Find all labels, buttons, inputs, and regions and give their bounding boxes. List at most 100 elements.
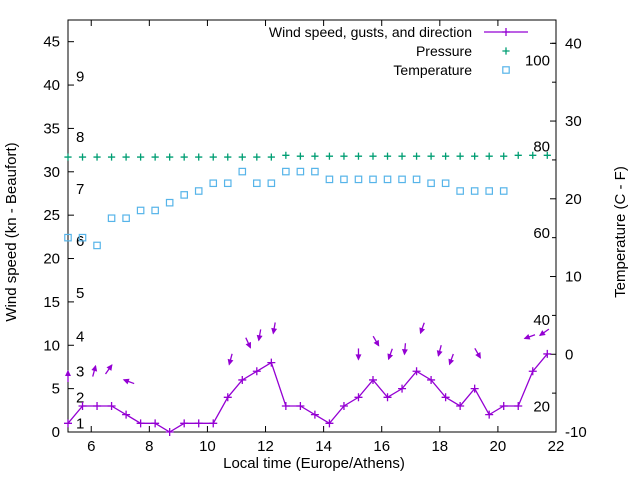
y-axis-label: Wind speed (kn - Beaufort) [3,142,20,321]
temperature-marker [485,187,493,195]
pressure-marker [267,153,275,161]
y2-tick-label: 40 [565,35,582,52]
temperature-marker [165,198,174,207]
fahrenheit-label: 40 [533,312,550,329]
wind-speed-marker [64,419,72,428]
beaufort-label: 9 [76,68,84,85]
temperature-marker [136,206,145,215]
pressure-marker [253,153,261,161]
wind-speed-marker [325,419,334,428]
pressure-marker [340,152,348,160]
x-axis-ticks: 6 8 10 12 14 16 18 20 22 [87,20,564,455]
wind-speed-marker [151,419,160,428]
temperature-marker [282,167,290,176]
wind-direction-arrow [271,322,278,335]
arrow-head [401,348,408,356]
wind-direction-arrow [65,369,71,382]
wind-speed-marker [136,419,145,428]
wind-direction-arrow [355,348,362,361]
y-tick-label: 5 [52,381,60,398]
temperature-marker [209,179,218,188]
wind-speed-marker [281,401,290,410]
temperature-marker [456,187,464,195]
pressure-marker [93,153,101,161]
arrow-head [227,358,234,366]
pressure-marker [180,153,188,161]
y-tick-label: 0 [52,424,60,441]
pressure-marker [151,153,159,161]
y-tick-label: 10 [43,337,60,354]
arrow-head [523,333,531,340]
pressure-marker [427,152,435,160]
wind-speed-marker [223,393,232,402]
x-tick-label: 18 [431,438,448,455]
beaufort-label: 5 [76,285,84,302]
arrow-head [373,339,380,347]
arrow-head [436,350,443,357]
arrow-head [245,341,251,349]
y2-tick-label: 0 [565,346,573,363]
fahrenheit-label: 20 [533,398,550,415]
plot-frame [67,19,557,433]
pressure-marker [78,153,87,161]
pressure-marker [137,153,145,161]
temperature-marker [398,175,406,184]
legend-marker [502,66,510,74]
temperature-marker [441,179,450,188]
wind-speed-marker [238,375,247,384]
data-series [64,151,552,436]
temperature-marker [151,206,159,215]
pressure-marker [514,151,522,159]
arrow-head [387,353,394,361]
wind-direction-arrow [372,335,380,347]
wind-direction-arrow [256,329,263,342]
beaufort-label: 1 [76,415,84,432]
y2-tick-label: 10 [565,269,582,286]
arrow-head [106,364,113,371]
legend-label: Wind speed, gusts, and direction [269,24,472,40]
wind-direction-arrow [538,328,550,337]
arrow-head [65,369,71,376]
pressure-marker [282,151,290,159]
pressure-marker [354,152,363,160]
wind-speed-marker [456,401,465,410]
x-tick-label: 10 [199,438,216,455]
pressure-marker [369,152,377,160]
temperature-marker [78,233,87,242]
wind-speed-marker [485,410,494,419]
temperature-marker [296,167,305,176]
pressure-marker [224,153,232,161]
wind-speed-marker [296,401,305,410]
temperature-marker [354,175,363,184]
fahrenheit-scale-labels: 20 40 60 80 100 [525,52,550,415]
y-tick-label: 35 [43,120,60,137]
wind-speed-line [67,353,548,433]
temperature-marker [223,179,232,188]
wind-direction-arrow [245,337,252,349]
beaufort-scale-labels: 1 2 3 4 5 6 7 8 9 [76,68,84,432]
temperature-marker [122,214,130,223]
pressure-marker [325,152,334,160]
wind-direction-arrow [387,348,394,361]
x-tick-label: 6 [87,438,95,455]
arrow-head [122,378,130,385]
temperature-marker [325,175,334,184]
temperature-marker [267,179,276,188]
y-tick-label: 40 [43,77,60,94]
wind-speed-marker [528,367,537,376]
pressure-marker [500,152,508,160]
x-tick-label: 14 [315,438,332,455]
wind-speed-marker [441,393,450,402]
wind-direction-arrow [227,353,234,366]
temperature-marker [64,233,72,242]
temperature-marker [340,175,348,184]
arrow-head [91,364,98,372]
x-tick-label: 12 [257,438,274,455]
series-square [64,167,508,250]
pressure-marker [296,152,304,160]
wind-direction-arrows [65,322,550,385]
wind-speed-marker [180,419,189,428]
pressure-marker [456,152,464,160]
wind-speed-marker [383,393,392,402]
